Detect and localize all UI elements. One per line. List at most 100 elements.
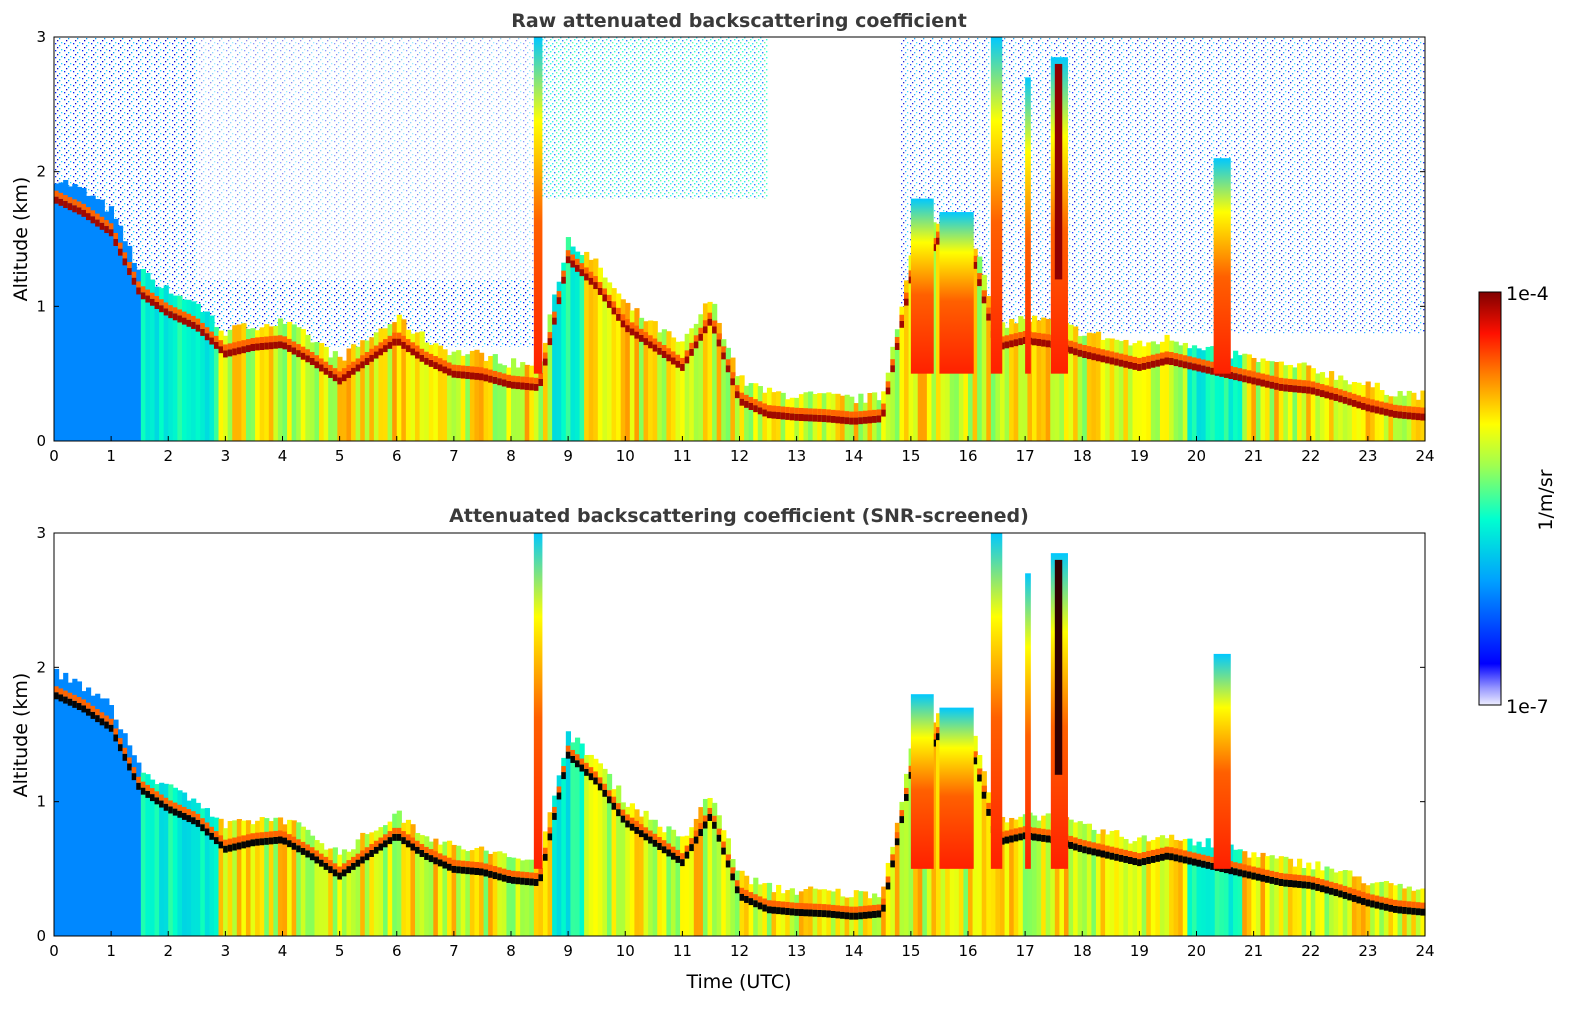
boundary-layer-top xyxy=(1196,859,1202,867)
heatmap-cell xyxy=(1036,828,1042,835)
boundary-layer-top xyxy=(1292,880,1298,888)
boundary-layer-top xyxy=(808,909,814,917)
heatmap-cell xyxy=(1301,875,1307,882)
heatmap-cell xyxy=(264,336,270,343)
heatmap-cell xyxy=(1137,357,1143,364)
heatmap-cell xyxy=(383,834,389,841)
heatmap-cell xyxy=(890,359,896,366)
heatmap-cell xyxy=(227,838,233,845)
heatmap-cell xyxy=(826,409,832,416)
heatmap-cell xyxy=(419,843,425,850)
heatmap-cell xyxy=(780,406,786,413)
heatmap-column xyxy=(213,817,220,936)
boundary-layer-top xyxy=(218,841,224,849)
heatmap-cell xyxy=(479,862,485,869)
heatmap-column xyxy=(602,768,608,936)
boundary-layer-top xyxy=(1009,340,1015,348)
heatmap-cell xyxy=(1191,852,1198,859)
heatmap-cell xyxy=(1068,340,1074,347)
boundary-layer-top xyxy=(1324,391,1330,399)
boundary-layer-top xyxy=(1393,410,1399,418)
heatmap-column xyxy=(1027,812,1033,936)
boundary-layer-top xyxy=(890,365,896,373)
heatmap-column xyxy=(168,293,174,441)
heatmap-cell xyxy=(693,335,699,342)
boundary-layer-top xyxy=(520,877,526,885)
heatmap-cell xyxy=(648,335,654,342)
heatmap-cell xyxy=(812,903,818,910)
heatmap-cell xyxy=(1379,896,1385,903)
boundary-layer-top xyxy=(131,277,137,285)
heatmap-cell xyxy=(753,399,759,406)
boundary-layer-top xyxy=(227,844,233,852)
heatmap-cell xyxy=(885,876,891,883)
boundary-layer-top xyxy=(451,370,457,378)
x-tick-label: 0 xyxy=(49,942,59,960)
heatmap-cell xyxy=(1397,405,1403,412)
heatmap-column xyxy=(1274,858,1280,936)
boundary-layer-top xyxy=(1365,899,1371,907)
heatmap-cell xyxy=(1246,865,1252,872)
heatmap-cell xyxy=(369,843,375,850)
heatmap-column xyxy=(1201,350,1207,441)
boundary-layer-top xyxy=(584,768,590,776)
heatmap-cell xyxy=(282,831,288,838)
heatmap-cell xyxy=(1210,361,1216,368)
heatmap-column xyxy=(300,826,306,936)
heatmap-cell xyxy=(1420,407,1426,414)
heatmap-column xyxy=(625,806,631,936)
boundary-layer-top xyxy=(565,256,572,264)
heatmap-cell xyxy=(469,366,476,373)
heatmap-column xyxy=(1041,317,1047,441)
boundary-layer-top xyxy=(588,277,594,285)
boundary-layer-top xyxy=(1251,377,1257,385)
heatmap-cell xyxy=(1173,353,1179,360)
boundary-layer-top xyxy=(894,838,901,846)
heatmap-column xyxy=(259,817,265,936)
heatmap-cell xyxy=(1086,346,1092,353)
heatmap-cell xyxy=(1105,350,1111,357)
heatmap-column xyxy=(936,713,942,936)
heatmap-column xyxy=(268,821,274,936)
boundary-layer-top xyxy=(1283,879,1289,887)
heatmap-cell xyxy=(1324,385,1330,392)
boundary-layer-top xyxy=(638,830,645,838)
heatmap-column xyxy=(1242,851,1248,936)
boundary-layer-top xyxy=(1379,902,1385,910)
boundary-layer-top xyxy=(529,383,535,391)
heatmap-cell xyxy=(561,270,567,277)
heatmap-cell xyxy=(981,290,987,297)
heatmap-column xyxy=(332,847,338,936)
heatmap-cell xyxy=(488,369,494,376)
boundary-layer-top xyxy=(1141,362,1147,370)
x-tick-label: 2 xyxy=(163,942,173,960)
heatmap-cell xyxy=(1251,866,1257,873)
boundary-layer-top xyxy=(309,853,316,861)
heatmap-cell xyxy=(259,336,265,343)
heatmap-column xyxy=(1301,867,1307,936)
heatmap-cell xyxy=(337,371,343,378)
boundary-layer-top xyxy=(876,415,882,423)
boundary-layer-top xyxy=(1361,402,1367,410)
heatmap-column xyxy=(648,819,654,936)
boundary-layer-top xyxy=(1105,356,1111,364)
heatmap-column xyxy=(451,844,457,936)
heatmap-column xyxy=(1073,326,1079,441)
heatmap-cell xyxy=(721,841,727,848)
x-tick-label: 0 xyxy=(49,447,59,465)
boundary-layer-top xyxy=(378,348,384,356)
boundary-layer-top xyxy=(456,371,462,379)
heatmap-column xyxy=(1041,815,1047,936)
boundary-layer-top xyxy=(574,760,581,768)
heatmap-cell xyxy=(977,273,983,280)
heatmap-column xyxy=(1223,347,1230,441)
heatmap-column xyxy=(730,357,736,441)
boundary-layer-top xyxy=(830,415,837,423)
boundary-layer-top xyxy=(986,313,992,321)
boundary-layer-top xyxy=(835,416,841,424)
boundary-layer-top xyxy=(415,351,421,359)
heatmap-cell xyxy=(1127,850,1134,857)
boundary-layer-top xyxy=(131,773,137,781)
heatmap-column xyxy=(1283,365,1289,441)
heatmap-cell xyxy=(364,352,370,359)
